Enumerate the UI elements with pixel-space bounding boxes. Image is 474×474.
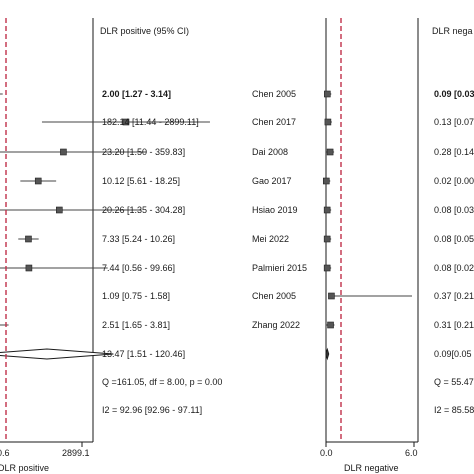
right-estimate-label: 0.08 [0.03 — [434, 205, 474, 215]
right-estimate-label: 0.31 [0.21 — [434, 320, 474, 330]
left-point-marker — [34, 177, 42, 185]
left-axis-label: DLR positive — [0, 463, 49, 473]
right-estimate-label: 0.02 [0.00 — [434, 176, 474, 186]
left-pooled-diamond — [0, 348, 114, 360]
study-name-label: Chen 2005 — [252, 89, 296, 99]
left-pooled-label: 13.47 [1.51 - 120.46] — [102, 349, 185, 359]
study-name-label: Mei 2022 — [252, 234, 289, 244]
left-tick-label-min: 0.6 — [0, 448, 10, 458]
study-name-label: Chen 2005 — [252, 291, 296, 301]
left-estimate-label: 2.00 [1.27 - 3.14] — [102, 89, 171, 99]
left-point-marker — [60, 148, 67, 156]
left-tick-label-max: 2899.1 — [62, 448, 90, 458]
right-estimate-label: 0.37 [0.21 — [434, 291, 474, 301]
right-point-marker — [323, 264, 331, 272]
left-estimate-label: 182.14 [11.44 - 2899.11] — [102, 117, 199, 127]
right-point-marker — [328, 292, 335, 300]
right-estimate-label: 0.09 [0.03 — [434, 89, 474, 99]
left-estimate-label: 1.09 [0.75 - 1.58] — [102, 291, 170, 301]
right-point-marker — [326, 148, 334, 156]
study-name-label: Hsiao 2019 — [252, 205, 298, 215]
left-header: DLR positive (95% CI) — [100, 26, 189, 36]
left-point-marker — [25, 235, 32, 243]
right-estimate-label: 0.28 [0.14 — [434, 147, 474, 157]
right-estimate-label: 0.08 [0.05 — [434, 234, 474, 244]
study-name-label: Gao 2017 — [252, 176, 292, 186]
left-estimate-label: 7.33 [5.24 - 10.26] — [102, 234, 175, 244]
left-estimate-label: 7.44 [0.56 - 99.66] — [102, 263, 175, 273]
right-axis-label: DLR negative — [344, 463, 399, 473]
right-pooled-label: 0.09[0.05 — [434, 349, 472, 359]
left-estimate-label: 20.26 [1.35 - 304.28] — [102, 205, 185, 215]
right-point-marker — [322, 177, 330, 185]
left-point-marker — [25, 264, 33, 272]
right-heterogeneity-text: Q = 55.47 — [434, 377, 474, 387]
right-point-marker — [327, 321, 334, 329]
study-name-label: Chen 2017 — [252, 117, 296, 127]
right-header: DLR nega — [432, 26, 473, 36]
left-point-marker — [56, 206, 63, 214]
study-name-label: Palmieri 2015 — [252, 263, 307, 273]
right-estimate-label: 0.13 [0.07 — [434, 117, 474, 127]
left-estimate-label: 23.20 [1.50 - 359.83] — [102, 147, 185, 157]
right-tick-label-max: 6.0 — [405, 448, 418, 458]
right-tick-label-min: 0.0 — [320, 448, 333, 458]
right-i2-text: I2 = 85.58 — [434, 405, 474, 415]
right-point-marker — [323, 206, 331, 214]
right-estimate-label: 0.08 [0.02 — [434, 263, 474, 273]
left-estimate-label: 10.12 [5.61 - 18.25] — [102, 176, 180, 186]
right-point-marker — [323, 235, 331, 243]
study-name-label: Zhang 2022 — [252, 320, 300, 330]
left-point-marker — [122, 118, 130, 126]
right-point-marker — [324, 90, 331, 98]
left-estimate-label: 2.51 [1.65 - 3.81] — [102, 320, 170, 330]
left-i2-text: I2 = 92.96 [92.96 - 97.11] — [102, 405, 202, 415]
left-heterogeneity-text: Q =161.05, df = 8.00, p = 0.00 — [102, 377, 222, 387]
right-point-marker — [324, 118, 332, 126]
right-pooled-diamond — [325, 347, 330, 361]
study-name-label: Dai 2008 — [252, 147, 288, 157]
